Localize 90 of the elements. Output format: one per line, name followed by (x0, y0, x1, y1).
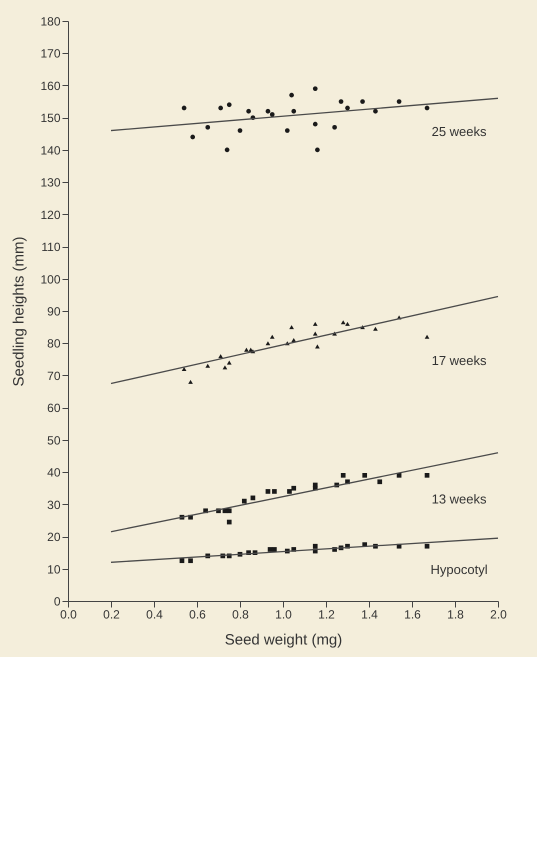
y-tick-label: 0 (54, 594, 61, 608)
x-axis-title: Seed weight (mg) (224, 632, 342, 648)
point (205, 124, 210, 130)
y-tick-label: 130 (40, 176, 61, 190)
y-tick-label: 90 (47, 304, 61, 318)
point (312, 86, 318, 92)
y-tick-label: 100 (40, 272, 61, 286)
point (242, 498, 247, 504)
x-tick-label: 1.4 (361, 608, 378, 622)
point (338, 99, 344, 104)
point (424, 472, 430, 478)
point (266, 341, 270, 346)
point (226, 102, 232, 108)
point (424, 334, 430, 339)
point (222, 365, 228, 370)
y-tick-label: 160 (40, 78, 61, 93)
point (312, 322, 318, 326)
point (289, 325, 294, 330)
x-tick-label: 1.6 (404, 608, 422, 622)
x-tick-label: 1.8 (447, 608, 464, 622)
point (362, 472, 368, 478)
y-tick-label: 80 (47, 336, 61, 351)
series-label: 17 weeks (432, 352, 488, 368)
point (272, 489, 277, 494)
y-tick-label: 10 (47, 562, 61, 576)
x-tick-label: 0.0 (60, 608, 78, 622)
y-axis-title: Seedling heights (mm) (10, 236, 28, 387)
point (340, 320, 346, 324)
point (315, 344, 320, 348)
point (340, 472, 346, 478)
point (224, 148, 230, 152)
x-tick-label: 1.0 (275, 608, 292, 622)
point (291, 108, 296, 114)
point (270, 334, 275, 339)
y-tick-label: 40 (47, 466, 61, 480)
point (315, 148, 320, 152)
point (250, 496, 256, 500)
series-label: Hypocotyl (430, 562, 488, 578)
series-label: 25 weeks (432, 124, 488, 139)
point (188, 380, 193, 384)
point (345, 106, 350, 110)
point (377, 479, 382, 484)
point (266, 108, 270, 114)
point (312, 332, 318, 336)
x-tick-label: 0.4 (146, 608, 164, 622)
point (424, 544, 430, 549)
y-tick-label: 140 (40, 143, 61, 158)
point (291, 486, 296, 491)
x-tick-label: 0.2 (103, 608, 120, 622)
y-tick-label: 60 (47, 401, 61, 416)
y-tick-label: 110 (41, 240, 61, 254)
point (226, 520, 232, 524)
y-tick-label: 150 (40, 111, 61, 126)
point (270, 112, 275, 117)
point (238, 128, 242, 133)
series-label: 13 weeks (432, 491, 488, 506)
point (287, 489, 292, 494)
point (332, 124, 337, 130)
y-tick-label: 20 (47, 530, 61, 544)
point (345, 322, 350, 326)
point (190, 134, 196, 140)
x-tick-label: 1.2 (318, 608, 336, 622)
point (272, 547, 277, 552)
point (396, 99, 402, 104)
point (373, 108, 378, 114)
y-tick-label: 30 (47, 498, 61, 512)
point (289, 92, 294, 98)
point (266, 489, 270, 494)
point (226, 508, 232, 514)
y-tick-label: 120 (40, 208, 61, 222)
point (182, 106, 186, 110)
point (205, 364, 210, 368)
y-tick-label: 70 (47, 368, 61, 383)
y-tick-label: 170 (40, 46, 61, 61)
y-tick-label: 50 (47, 433, 61, 448)
point (246, 108, 251, 114)
y-tick-label: 180 (40, 14, 61, 28)
x-tick-label: 2.0 (490, 608, 508, 622)
point (180, 558, 184, 564)
point (312, 544, 318, 549)
x-tick-label: 0.6 (189, 608, 206, 622)
point (284, 128, 290, 133)
point (218, 106, 223, 110)
point (312, 122, 318, 126)
point (188, 558, 193, 564)
x-tick-label: 0.8 (232, 608, 250, 622)
point (360, 99, 365, 104)
point (424, 106, 430, 110)
point (226, 360, 232, 365)
point (373, 326, 378, 331)
